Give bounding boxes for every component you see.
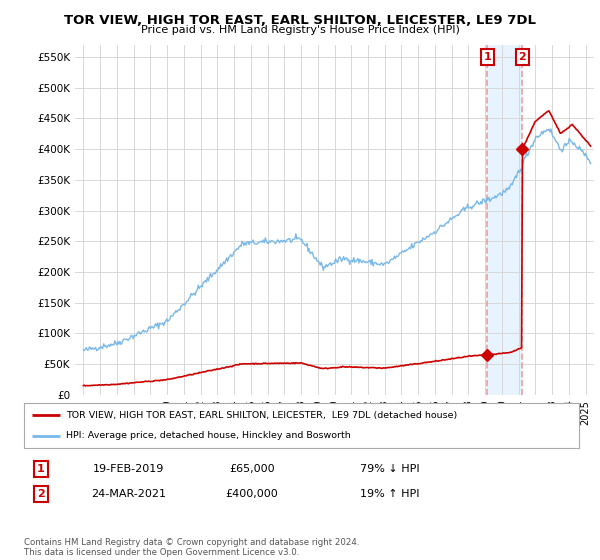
Text: 79% ↓ HPI: 79% ↓ HPI xyxy=(360,464,419,474)
Text: Price paid vs. HM Land Registry's House Price Index (HPI): Price paid vs. HM Land Registry's House … xyxy=(140,25,460,35)
Text: 2: 2 xyxy=(37,489,44,499)
Text: TOR VIEW, HIGH TOR EAST, EARL SHILTON, LEICESTER, LE9 7DL: TOR VIEW, HIGH TOR EAST, EARL SHILTON, L… xyxy=(64,14,536,27)
Text: 24-MAR-2021: 24-MAR-2021 xyxy=(91,489,167,499)
Text: 19% ↑ HPI: 19% ↑ HPI xyxy=(360,489,419,499)
Text: HPI: Average price, detached house, Hinckley and Bosworth: HPI: Average price, detached house, Hinc… xyxy=(65,431,350,440)
Text: £65,000: £65,000 xyxy=(229,464,275,474)
Text: 19-FEB-2019: 19-FEB-2019 xyxy=(94,464,164,474)
Text: 1: 1 xyxy=(37,464,44,474)
Text: £400,000: £400,000 xyxy=(226,489,278,499)
Text: Contains HM Land Registry data © Crown copyright and database right 2024.
This d: Contains HM Land Registry data © Crown c… xyxy=(24,538,359,557)
Text: 1: 1 xyxy=(484,52,491,62)
Bar xyxy=(487,45,523,395)
Text: TOR VIEW, HIGH TOR EAST, EARL SHILTON, LEICESTER,  LE9 7DL (detached house): TOR VIEW, HIGH TOR EAST, EARL SHILTON, L… xyxy=(65,411,457,420)
Text: 2: 2 xyxy=(518,52,526,62)
